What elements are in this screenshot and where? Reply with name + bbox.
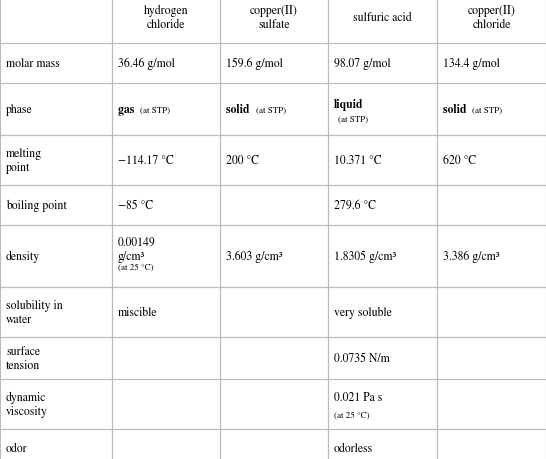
Text: 10.371 °C: 10.371 °C bbox=[334, 155, 382, 167]
Bar bbox=[0, 429, 112, 459]
Bar bbox=[112, 379, 220, 429]
Text: (at STP): (at STP) bbox=[472, 106, 503, 114]
Bar bbox=[437, 136, 546, 185]
Bar bbox=[328, 136, 437, 185]
Bar bbox=[0, 225, 112, 287]
Bar bbox=[0, 136, 112, 185]
Text: −85 °C: −85 °C bbox=[118, 200, 153, 212]
Bar bbox=[112, 136, 220, 185]
Bar bbox=[437, 379, 546, 429]
Text: odor: odor bbox=[6, 442, 28, 454]
Bar bbox=[112, 0, 220, 44]
Text: melting
point: melting point bbox=[6, 148, 42, 174]
Bar bbox=[220, 287, 328, 337]
Bar bbox=[112, 429, 220, 459]
Text: (at 25 °C): (at 25 °C) bbox=[118, 263, 153, 270]
Bar bbox=[220, 0, 328, 44]
Bar bbox=[328, 337, 437, 379]
Bar bbox=[328, 44, 437, 84]
Bar bbox=[0, 379, 112, 429]
Text: (at 25 °C): (at 25 °C) bbox=[334, 410, 370, 418]
Bar bbox=[437, 0, 546, 44]
Text: −114.17 °C: −114.17 °C bbox=[118, 155, 174, 167]
Bar bbox=[112, 225, 220, 287]
Text: sulfuric acid: sulfuric acid bbox=[353, 12, 412, 24]
Text: 620 °C: 620 °C bbox=[443, 155, 476, 167]
Bar bbox=[112, 185, 220, 225]
Text: 200 °C: 200 °C bbox=[226, 155, 259, 167]
Text: copper(II)
chloride: copper(II) chloride bbox=[467, 5, 515, 31]
Bar bbox=[328, 379, 437, 429]
Text: (at STP): (at STP) bbox=[256, 106, 286, 114]
Bar bbox=[437, 84, 546, 136]
Text: 0.021 Pa s: 0.021 Pa s bbox=[334, 391, 382, 403]
Bar bbox=[220, 44, 328, 84]
Text: solid: solid bbox=[443, 104, 472, 116]
Bar bbox=[437, 337, 546, 379]
Text: hydrogen
chloride: hydrogen chloride bbox=[144, 5, 188, 31]
Text: (at STP): (at STP) bbox=[338, 115, 368, 123]
Bar bbox=[437, 44, 546, 84]
Bar bbox=[220, 429, 328, 459]
Bar bbox=[328, 84, 437, 136]
Text: surface
tension: surface tension bbox=[6, 346, 40, 371]
Text: phase: phase bbox=[6, 104, 33, 116]
Text: liquid: liquid bbox=[334, 99, 364, 111]
Bar bbox=[220, 185, 328, 225]
Bar bbox=[220, 379, 328, 429]
Text: molar mass: molar mass bbox=[6, 58, 60, 70]
Bar bbox=[0, 0, 112, 44]
Bar bbox=[112, 44, 220, 84]
Text: 0.0735 N/m: 0.0735 N/m bbox=[334, 353, 390, 364]
Bar bbox=[112, 337, 220, 379]
Bar bbox=[220, 337, 328, 379]
Text: copper(II)
sulfate: copper(II) sulfate bbox=[250, 5, 298, 31]
Text: 0.00149
g/cm³: 0.00149 g/cm³ bbox=[118, 237, 156, 262]
Text: boiling point: boiling point bbox=[6, 199, 67, 212]
Bar bbox=[220, 136, 328, 185]
Text: (at STP): (at STP) bbox=[140, 106, 170, 114]
Bar bbox=[0, 287, 112, 337]
Text: solubility in
water: solubility in water bbox=[6, 299, 63, 325]
Bar bbox=[112, 84, 220, 136]
Bar bbox=[0, 84, 112, 136]
Bar bbox=[328, 429, 437, 459]
Text: 279.6 °C: 279.6 °C bbox=[334, 200, 376, 212]
Bar bbox=[0, 337, 112, 379]
Bar bbox=[328, 185, 437, 225]
Bar bbox=[220, 225, 328, 287]
Bar bbox=[437, 429, 546, 459]
Text: 3.603 g/cm³: 3.603 g/cm³ bbox=[226, 250, 282, 263]
Bar bbox=[220, 84, 328, 136]
Text: 1.8305 g/cm³: 1.8305 g/cm³ bbox=[334, 250, 396, 263]
Bar bbox=[437, 225, 546, 287]
Bar bbox=[437, 287, 546, 337]
Bar bbox=[112, 287, 220, 337]
Bar bbox=[437, 185, 546, 225]
Bar bbox=[0, 44, 112, 84]
Bar bbox=[0, 185, 112, 225]
Text: 98.07 g/mol: 98.07 g/mol bbox=[334, 58, 390, 70]
Text: 159.6 g/mol: 159.6 g/mol bbox=[226, 58, 283, 70]
Text: very soluble: very soluble bbox=[334, 306, 391, 319]
Bar bbox=[328, 225, 437, 287]
Text: 134.4 g/mol: 134.4 g/mol bbox=[443, 58, 500, 70]
Text: solid: solid bbox=[226, 104, 256, 116]
Text: density: density bbox=[6, 250, 40, 263]
Text: odorless: odorless bbox=[334, 442, 373, 454]
Text: miscible: miscible bbox=[118, 307, 157, 318]
Bar bbox=[328, 287, 437, 337]
Text: 36.46 g/mol: 36.46 g/mol bbox=[118, 58, 175, 70]
Text: 3.386 g/cm³: 3.386 g/cm³ bbox=[443, 250, 499, 263]
Bar bbox=[328, 0, 437, 44]
Text: dynamic
viscosity: dynamic viscosity bbox=[6, 391, 48, 417]
Text: gas: gas bbox=[118, 104, 140, 116]
